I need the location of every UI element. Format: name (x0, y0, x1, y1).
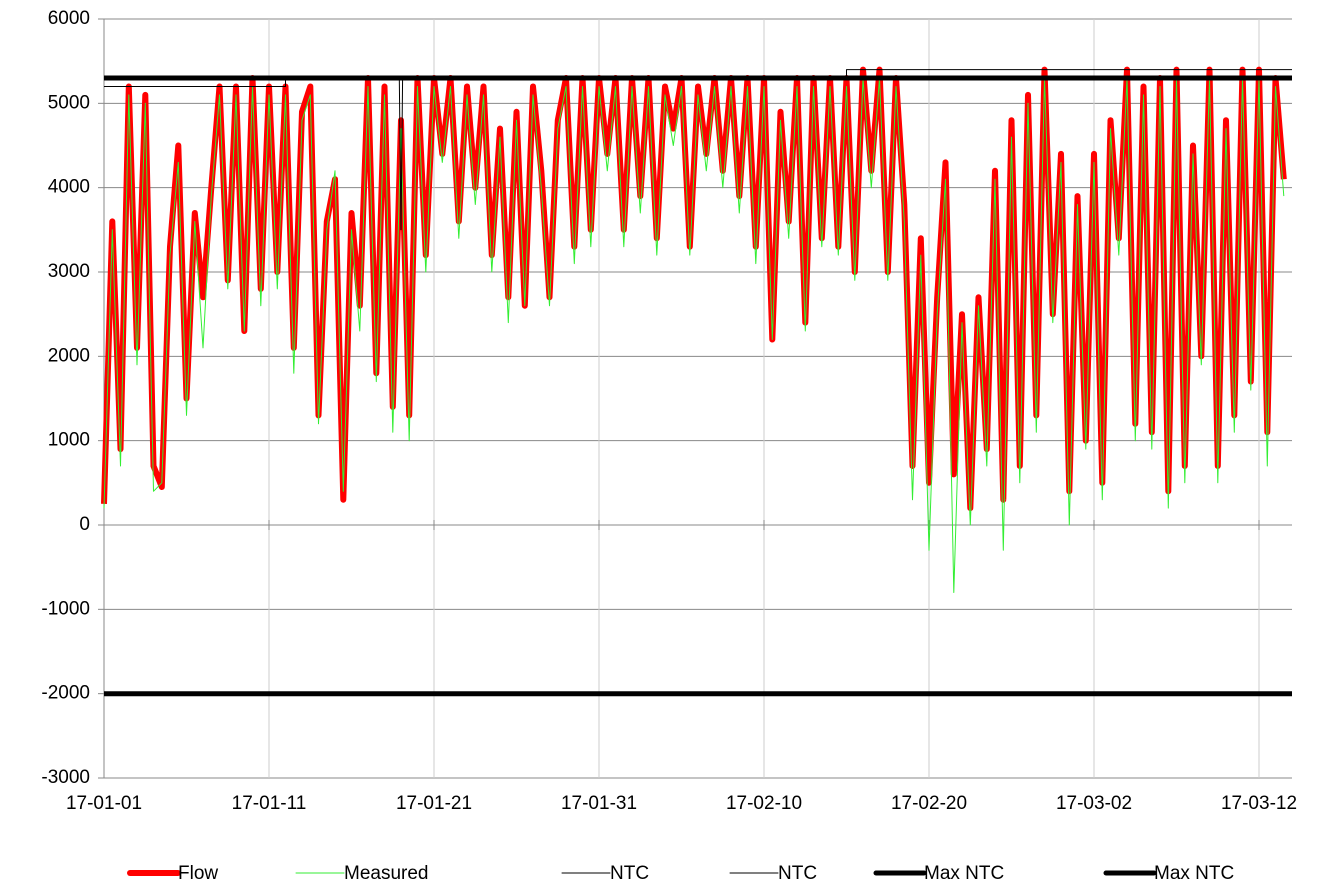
x-tick-label: 17-03-12 (1221, 793, 1297, 814)
y-tick-label: -3000 (41, 767, 90, 788)
y-tick-label: 6000 (48, 8, 90, 29)
y-tick-label: -2000 (41, 683, 90, 704)
legend-label: NTC (778, 863, 817, 884)
x-tick-label: 17-02-20 (891, 793, 967, 814)
legend-label: Max NTC (1154, 863, 1234, 884)
legend-label: Measured (344, 863, 429, 884)
x-tick-label: 17-01-21 (396, 793, 472, 814)
legend-label: Flow (178, 863, 218, 884)
x-tick-label: 17-02-10 (726, 793, 802, 814)
x-tick-label: 17-01-31 (561, 793, 637, 814)
x-tick-label: 17-03-02 (1056, 793, 1132, 814)
legend-label: Max NTC (924, 863, 1004, 884)
y-tick-label: 5000 (48, 92, 90, 113)
y-tick-label: 0 (79, 514, 90, 535)
x-tick-label: 17-01-11 (232, 793, 307, 814)
y-tick-label: 3000 (48, 261, 90, 282)
y-tick-label: 4000 (48, 177, 90, 198)
y-tick-label: 2000 (48, 345, 90, 366)
y-tick-label: 1000 (48, 430, 90, 451)
legend-label: NTC (610, 863, 649, 884)
y-tick-label: -1000 (41, 598, 90, 619)
series-line (103, 77, 1285, 593)
x-tick-label: 17-01-01 (66, 793, 142, 814)
